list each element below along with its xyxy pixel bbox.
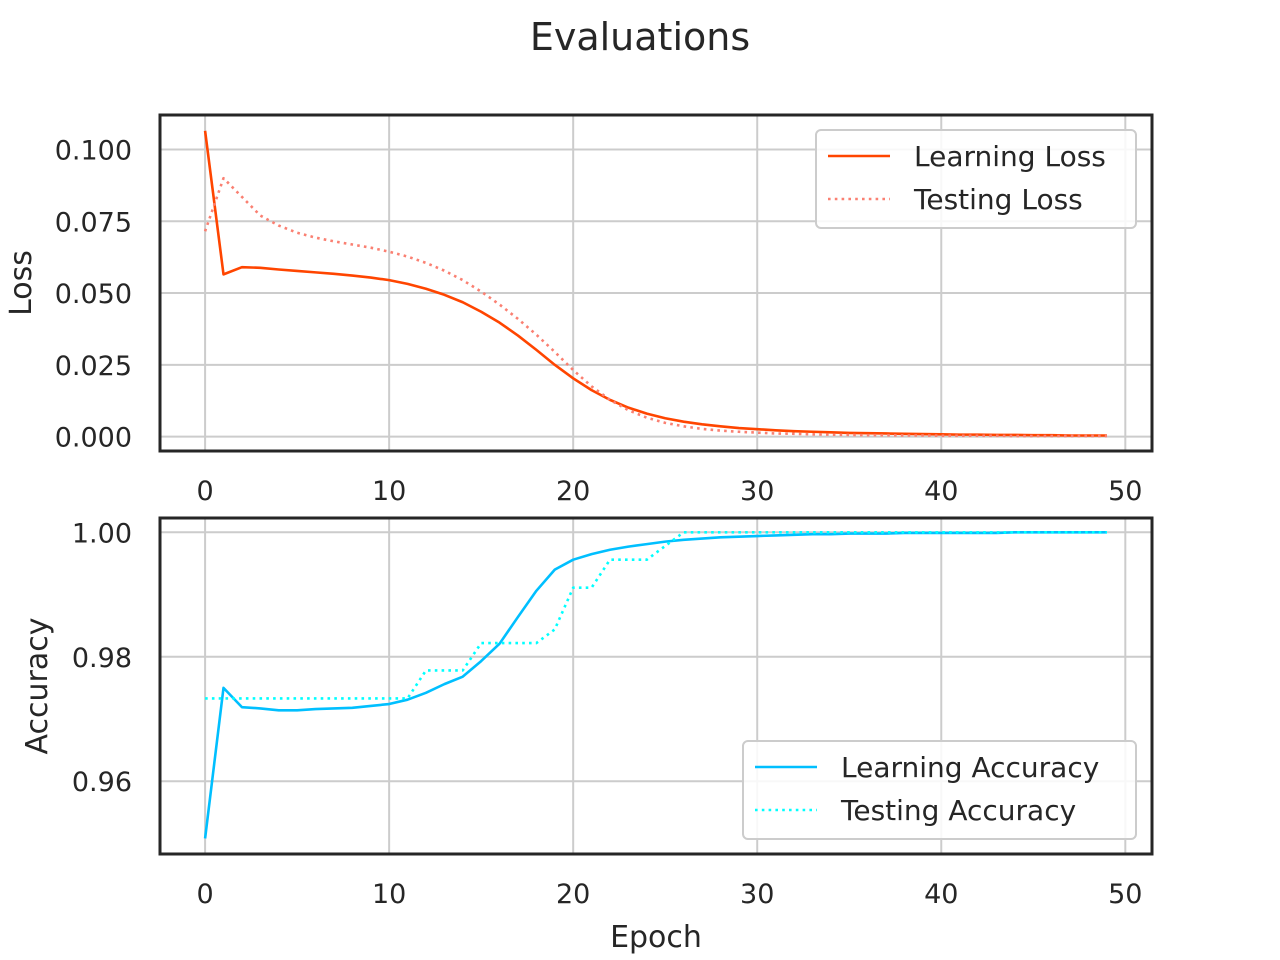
figure-title: Evaluations: [530, 15, 750, 59]
loss-y-tick-label: 0.025: [55, 351, 132, 382]
accuracy-x-tick-label: 40: [924, 879, 958, 910]
loss-legend: Learning Loss Testing Loss: [815, 129, 1137, 229]
accuracy-x-tick-label: 50: [1108, 879, 1142, 910]
accuracy-y-axis-label: Accuracy: [20, 618, 55, 755]
loss-x-tick-label: 0: [196, 476, 213, 507]
accuracy-x-tick-label: 0: [196, 879, 213, 910]
loss-panel: 0 10 20 30 40 50 0.000 0.025 0.050 0.075 0.100 Loss…: [4, 113, 1154, 507]
loss-x-tick-label: 40: [924, 476, 958, 507]
loss-legend-label: Learning Loss: [914, 140, 1106, 173]
accuracy-axes-frame: [158, 516, 1154, 856]
accuracy-panel: 0 10 20 30 40 50 0.96 0.98 1.00 Accuracy Epoch Lear…: [20, 516, 1154, 955]
loss-y-axis-label: Loss: [4, 250, 39, 316]
loss-axes-frame: [158, 113, 1154, 453]
loss-x-tick-label: 30: [740, 476, 774, 507]
accuracy-y-tick-label: 0.96: [72, 767, 132, 798]
accuracy-y-tick-label: 1.00: [72, 518, 132, 549]
accuracy-series-testing-line: [205, 531, 1107, 700]
loss-y-tick-label: 0.075: [55, 207, 132, 238]
loss-x-tick-label: 50: [1108, 476, 1142, 507]
loss-legend-box: [815, 129, 1137, 229]
loss-y-tick-label: 0.000: [55, 423, 132, 454]
accuracy-x-tick-label: 10: [372, 879, 406, 910]
loss-x-tick-label: 10: [372, 476, 406, 507]
accuracy-y-tick-label: 0.98: [72, 643, 132, 674]
accuracy-legend-box: [742, 740, 1137, 840]
loss-legend-label: Testing Loss: [913, 183, 1083, 216]
accuracy-legend-label: Learning Accuracy: [841, 751, 1099, 784]
accuracy-x-tick-label: 30: [740, 879, 774, 910]
loss-y-tick-label: 0.050: [55, 279, 132, 310]
accuracy-legend: Learning Accuracy Testing Accuracy: [742, 740, 1137, 840]
accuracy-x-axis-label: Epoch: [610, 920, 702, 955]
loss-y-tick-label: 0.100: [55, 135, 132, 166]
loss-series-testing-line: [203, 176, 1107, 438]
accuracy-legend-label: Testing Accuracy: [840, 794, 1076, 827]
accuracy-x-tick-label: 20: [556, 879, 590, 910]
loss-x-tick-label: 20: [556, 476, 590, 507]
